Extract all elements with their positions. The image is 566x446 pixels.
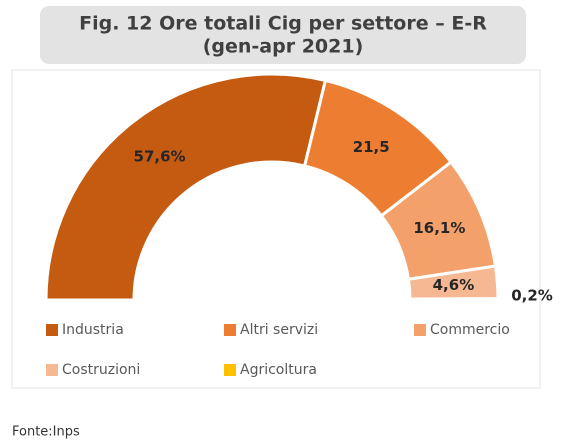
- data-label: 16,1%: [413, 219, 465, 237]
- legend-swatch: [224, 324, 236, 336]
- chart-subtitle: (gen-apr 2021): [203, 36, 364, 58]
- legend-label: Agricoltura: [240, 362, 317, 378]
- donut-segment: [44, 72, 328, 302]
- legend-label: Industria: [62, 322, 124, 338]
- donut-segment: [408, 297, 500, 302]
- chart-title: Fig. 12 Ore totali Cig per settore – E-R: [79, 13, 487, 35]
- legend-swatch: [46, 364, 58, 376]
- legend-swatch: [224, 364, 236, 376]
- data-label: 0,2%: [511, 287, 553, 305]
- legend-swatch: [414, 324, 426, 336]
- legend-swatch: [46, 324, 58, 336]
- source: Fonte:Inps: [12, 425, 80, 440]
- legend-label: Altri servizi: [240, 322, 318, 338]
- legend-label: Costruzioni: [62, 362, 140, 378]
- data-label: 4,6%: [433, 276, 475, 294]
- legend-label: Commercio: [430, 322, 510, 338]
- data-label: 57,6%: [134, 147, 186, 165]
- data-label: 21,5: [353, 138, 390, 156]
- title-box: [40, 6, 526, 64]
